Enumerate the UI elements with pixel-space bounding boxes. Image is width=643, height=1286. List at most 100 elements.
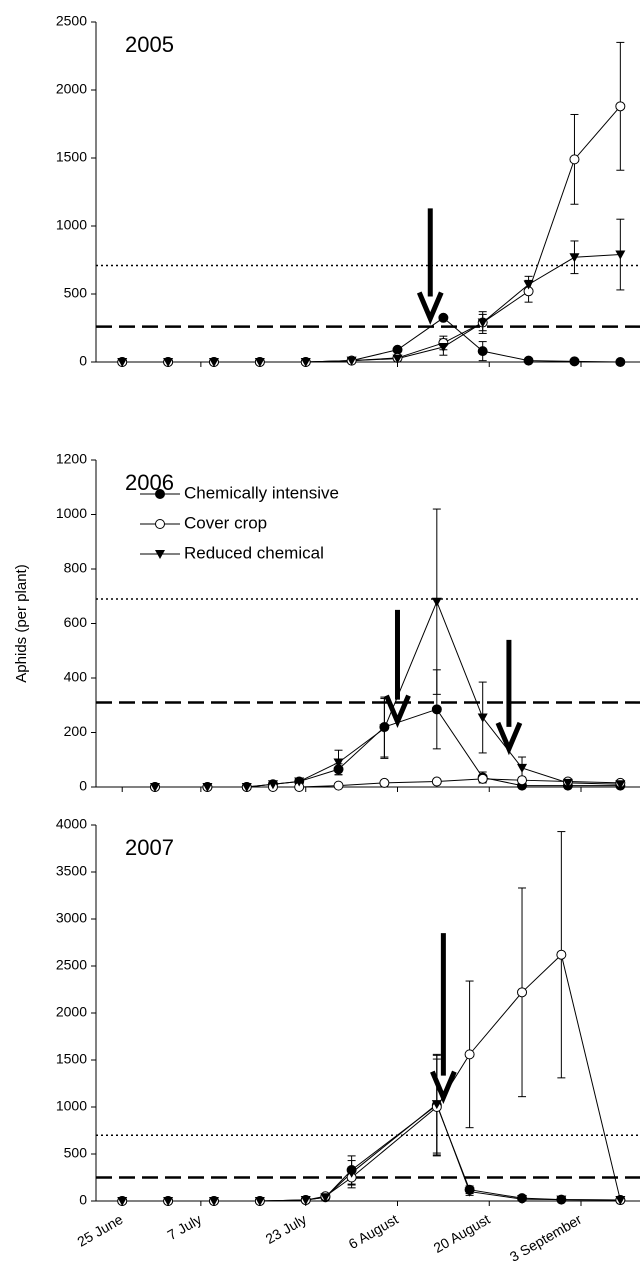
legend-marker	[155, 550, 165, 559]
marker	[379, 724, 390, 734]
y-tick-label: 500	[64, 285, 88, 301]
y-tick-label: 0	[79, 1192, 87, 1208]
arrow-head	[416, 291, 444, 325]
marker	[517, 763, 528, 773]
y-axis-label: Aphids (per plant)	[13, 564, 30, 682]
legend-marker	[155, 489, 165, 499]
y-tick-label: 2500	[56, 957, 87, 973]
marker	[333, 758, 344, 768]
marker	[431, 597, 442, 607]
marker	[267, 780, 278, 790]
y-tick-label: 200	[64, 723, 88, 739]
marker	[464, 1187, 475, 1197]
y-tick-label: 4000	[56, 816, 87, 832]
marker	[163, 358, 174, 367]
marker	[556, 1195, 567, 1205]
y-tick-label: 0	[79, 353, 87, 369]
marker	[431, 1100, 442, 1110]
marker	[202, 783, 213, 792]
marker	[254, 1197, 265, 1206]
marker	[615, 357, 626, 367]
series-line	[122, 1103, 621, 1202]
marker	[392, 344, 403, 355]
y-tick-label: 400	[64, 669, 88, 685]
marker	[477, 318, 488, 328]
marker	[379, 777, 390, 788]
legend-marker	[155, 519, 165, 529]
y-tick-label: 3500	[56, 863, 87, 879]
marker	[163, 1197, 174, 1206]
legend-label: Chemically intensive	[184, 483, 339, 502]
marker	[208, 1197, 219, 1206]
marker	[569, 154, 580, 165]
y-tick-label: 2000	[56, 1004, 87, 1020]
marker	[615, 1196, 626, 1206]
marker	[300, 358, 311, 367]
y-tick-label: 1500	[56, 149, 87, 165]
marker	[523, 280, 534, 290]
marker	[615, 101, 626, 112]
arrow-head	[384, 694, 411, 729]
marker	[569, 253, 580, 263]
y-tick-label: 1000	[56, 1098, 87, 1114]
marker	[615, 780, 626, 790]
series-line	[122, 1104, 621, 1202]
marker	[149, 783, 160, 792]
marker	[208, 358, 219, 367]
x-tick-label: 7 July	[165, 1211, 205, 1243]
marker	[569, 356, 580, 367]
y-tick-label: 1200	[56, 451, 87, 467]
marker	[615, 250, 626, 260]
marker	[431, 704, 442, 715]
marker	[562, 778, 573, 788]
y-tick-label: 1000	[56, 217, 87, 233]
legend-label: Reduced chemical	[184, 543, 324, 562]
marker	[556, 949, 567, 960]
x-tick-label: 23 July	[263, 1211, 309, 1247]
marker	[300, 1196, 311, 1206]
marker	[346, 356, 357, 366]
marker	[438, 312, 449, 323]
y-tick-label: 1500	[56, 1051, 87, 1067]
marker	[517, 775, 528, 786]
marker	[477, 346, 488, 357]
marker	[392, 354, 403, 364]
marker	[517, 987, 528, 998]
y-tick-label: 500	[64, 1145, 88, 1161]
x-tick-label: 20 August	[431, 1211, 493, 1256]
marker	[477, 713, 488, 723]
marker	[517, 1195, 528, 1205]
y-tick-label: 600	[64, 614, 88, 630]
marker	[320, 1193, 331, 1203]
series-line	[122, 953, 621, 1202]
y-tick-label: 0	[79, 778, 87, 794]
panel-title: 2006	[125, 470, 174, 495]
y-tick-label: 800	[64, 560, 88, 576]
marker	[117, 1197, 128, 1206]
y-tick-label: 2500	[56, 13, 87, 29]
marker	[438, 343, 449, 353]
x-tick-label: 25 June	[74, 1211, 125, 1250]
marker	[294, 777, 305, 787]
series-line	[122, 105, 621, 363]
marker	[346, 1168, 357, 1178]
y-tick-label: 3000	[56, 910, 87, 926]
panel-title: 2005	[125, 32, 174, 57]
x-tick-label: 3 September	[507, 1211, 585, 1265]
marker	[477, 773, 488, 784]
marker	[117, 358, 128, 367]
marker	[333, 780, 344, 791]
marker	[464, 1049, 475, 1060]
y-tick-label: 1000	[56, 505, 87, 521]
arrow-head	[495, 721, 523, 756]
marker	[523, 355, 534, 366]
series-line	[154, 600, 621, 788]
series-line	[122, 317, 621, 363]
panel-title: 2007	[125, 835, 174, 860]
y-tick-label: 2000	[56, 81, 87, 97]
marker	[254, 358, 265, 367]
x-tick-label: 6 August	[346, 1211, 401, 1252]
series-line	[122, 254, 621, 363]
arrow-head	[430, 1070, 457, 1105]
